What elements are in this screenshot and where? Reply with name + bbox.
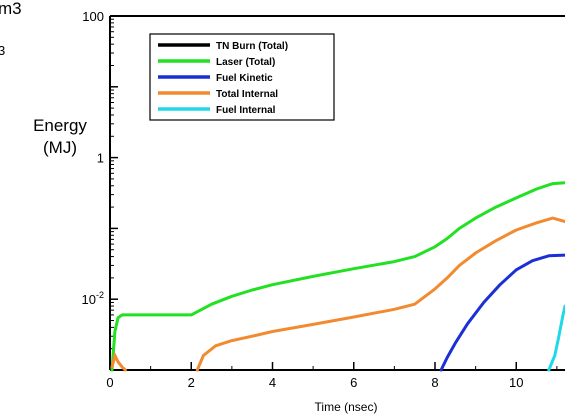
- y-tick-label: 1: [97, 151, 104, 166]
- x-axis-title: Time (nsec): [315, 400, 378, 414]
- legend-label: Laser (Total): [216, 57, 275, 68]
- legend-label: TN Burn (Total): [216, 41, 288, 52]
- legend: TN Burn (Total) Laser (Total) Fuel Kinetic…: [149, 33, 335, 121]
- plot-frame: [109, 15, 565, 371]
- series-line-fuel-internal: [547, 304, 565, 372]
- series-line-fuel-kinetic: [439, 253, 565, 372]
- x-tick-label: 6: [350, 375, 357, 390]
- y-axis-title-line2: (MJ): [43, 138, 77, 157]
- clipped-superscript-text: 3: [0, 43, 5, 58]
- x-tick-label: 0: [106, 375, 113, 390]
- axis-ticks: 0 2 4 6 8 10 100 1 10-2: [82, 9, 558, 390]
- y-tick-label: 100: [82, 9, 104, 24]
- clipped-unit-text: m3: [0, 0, 22, 18]
- x-tick-label: 2: [188, 375, 195, 390]
- legend-label: Fuel Internal: [216, 105, 276, 116]
- series-line-total-internal: [195, 216, 565, 372]
- x-tick-label: 4: [269, 375, 276, 390]
- x-tick-label: 10: [509, 375, 523, 390]
- series-line-total-internal-initial: [110, 351, 127, 372]
- x-tick-label: 8: [431, 375, 438, 390]
- legend-label: Total Internal: [216, 89, 278, 100]
- y-axis-title-line1: Energy: [33, 116, 87, 135]
- legend-label: Fuel Kinetic: [216, 73, 273, 84]
- series-lines: [110, 181, 565, 372]
- y-tick-label: 10-2: [82, 290, 104, 307]
- series-line-laser-total: [110, 181, 565, 372]
